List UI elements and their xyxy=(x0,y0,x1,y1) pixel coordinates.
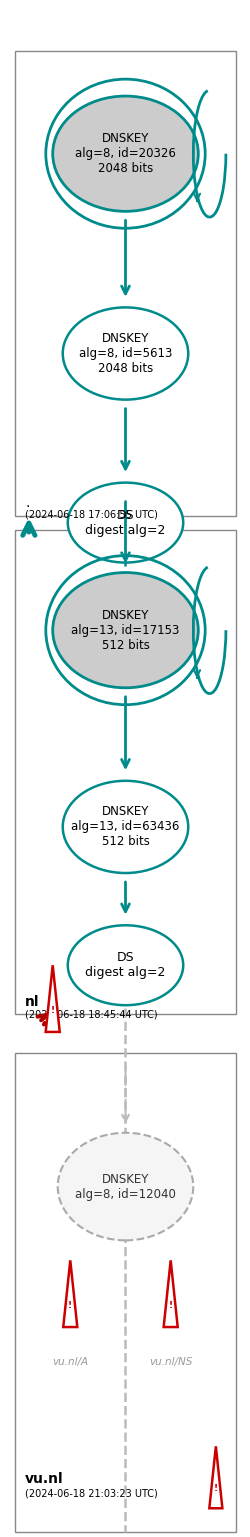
Ellipse shape xyxy=(58,1133,192,1240)
Bar xyxy=(15,530,235,1014)
Text: DNSKEY
alg=8, id=12040: DNSKEY alg=8, id=12040 xyxy=(75,1173,175,1200)
Text: (2024-06-18 18:45:44 UTC): (2024-06-18 18:45:44 UTC) xyxy=(25,1010,157,1019)
Ellipse shape xyxy=(52,572,198,689)
Text: nl: nl xyxy=(25,994,40,1010)
Bar xyxy=(15,1053,235,1532)
Text: DNSKEY
alg=8, id=5613
2048 bits: DNSKEY alg=8, id=5613 2048 bits xyxy=(78,332,172,375)
Polygon shape xyxy=(208,1446,222,1508)
Ellipse shape xyxy=(52,95,198,211)
Text: (2024-06-18 17:06:55 UTC): (2024-06-18 17:06:55 UTC) xyxy=(25,510,157,520)
Text: DNSKEY
alg=13, id=17153
512 bits: DNSKEY alg=13, id=17153 512 bits xyxy=(71,609,179,652)
Text: !: ! xyxy=(50,1005,54,1014)
Polygon shape xyxy=(163,1260,177,1326)
Text: vu.nl/NS: vu.nl/NS xyxy=(148,1357,192,1366)
Ellipse shape xyxy=(62,781,188,873)
Text: .: . xyxy=(25,495,29,510)
Bar xyxy=(15,51,235,516)
Text: vu.nl/A: vu.nl/A xyxy=(52,1357,88,1366)
Text: DNSKEY
alg=8, id=20326
2048 bits: DNSKEY alg=8, id=20326 2048 bits xyxy=(75,132,175,175)
Ellipse shape xyxy=(68,925,182,1005)
Ellipse shape xyxy=(62,307,188,400)
Ellipse shape xyxy=(68,483,182,563)
Text: !: ! xyxy=(168,1300,172,1310)
Text: vu.nl: vu.nl xyxy=(25,1471,64,1486)
Polygon shape xyxy=(46,965,60,1031)
Text: !: ! xyxy=(213,1483,217,1492)
Text: DS
digest alg=2: DS digest alg=2 xyxy=(85,951,165,979)
Polygon shape xyxy=(63,1260,77,1326)
Text: !: ! xyxy=(68,1300,72,1310)
Text: (2024-06-18 21:03:23 UTC): (2024-06-18 21:03:23 UTC) xyxy=(25,1489,157,1499)
Text: DS
digest alg=2: DS digest alg=2 xyxy=(85,509,165,536)
Text: DNSKEY
alg=13, id=63436
512 bits: DNSKEY alg=13, id=63436 512 bits xyxy=(71,805,179,848)
